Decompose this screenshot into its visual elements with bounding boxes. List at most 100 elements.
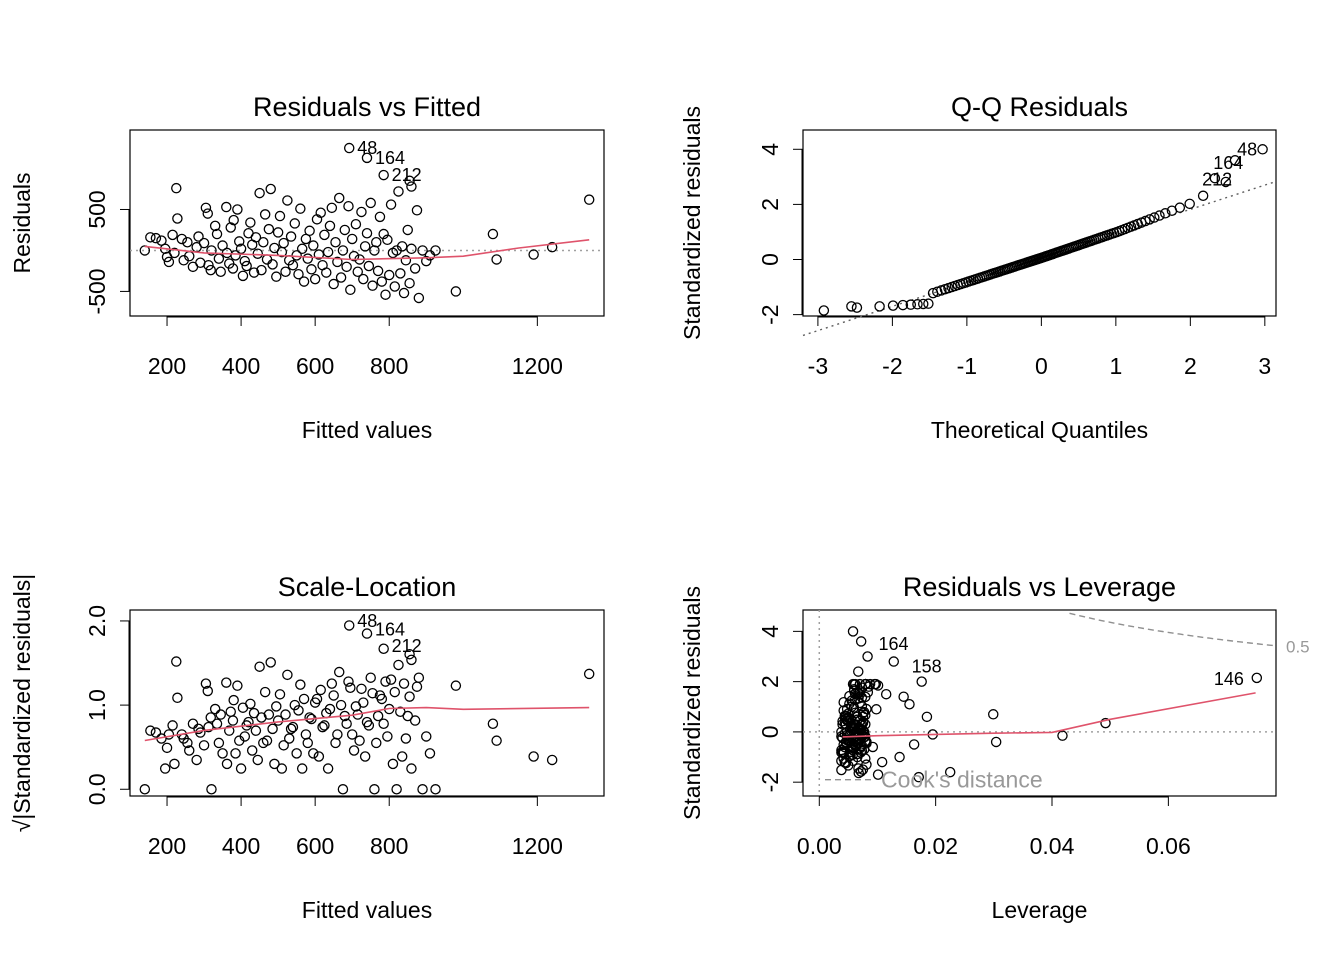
data-point <box>846 695 857 706</box>
data-point <box>450 680 462 691</box>
data-point <box>411 681 423 692</box>
data-point <box>846 301 857 312</box>
panel-4: Residuals vs Leverage Leverage Standardize… <box>679 572 1310 923</box>
data-point <box>396 241 408 252</box>
data-point <box>300 729 312 740</box>
data-point <box>871 704 882 715</box>
y-tick-label: 1.0 <box>84 689 110 721</box>
data-point <box>372 265 384 277</box>
data-point <box>321 267 332 278</box>
data-point <box>243 716 254 728</box>
x-tick-label: 400 <box>222 353 260 379</box>
panel-title: Residuals vs Leverage <box>903 572 1176 602</box>
data-point <box>818 305 830 316</box>
data-point <box>1149 212 1160 223</box>
data-point <box>343 676 354 687</box>
data-point <box>402 224 413 236</box>
data-point <box>252 248 264 259</box>
panel-title: Scale-Location <box>278 572 457 602</box>
data-point <box>856 745 868 757</box>
data-point <box>383 269 395 281</box>
point-label: 164 <box>375 619 405 639</box>
data-point <box>404 648 415 660</box>
data-point <box>304 712 315 723</box>
data-point <box>838 696 849 708</box>
data-point <box>315 207 326 219</box>
point-label: 212 <box>392 636 422 656</box>
x-axis-label: Fitted values <box>302 417 432 443</box>
data-point <box>332 256 343 268</box>
data-point <box>211 228 223 240</box>
data-point <box>371 737 382 749</box>
data-point <box>367 280 378 291</box>
data-point <box>280 266 291 278</box>
panel-1: Residuals vs Fitted Fitted values Residual… <box>9 92 605 443</box>
data-point <box>1257 144 1268 155</box>
data-point <box>372 710 384 722</box>
data-point <box>917 298 929 310</box>
data-point <box>398 287 410 299</box>
point-label: 146 <box>1214 669 1244 689</box>
data-point <box>491 254 502 265</box>
data-point <box>233 236 245 247</box>
data-point <box>278 740 289 751</box>
data-point <box>424 748 436 759</box>
point-label: 158 <box>912 657 942 677</box>
data-point <box>546 241 558 253</box>
data-point <box>430 245 441 256</box>
x-tick-label: 200 <box>148 833 186 859</box>
data-point <box>211 718 223 729</box>
data-point <box>263 223 275 235</box>
data-point <box>308 748 319 759</box>
data-point <box>990 736 1002 748</box>
data-point <box>265 183 276 195</box>
data-point <box>252 754 264 766</box>
cooks-distance-contour <box>1069 612 1274 647</box>
data-point <box>256 264 267 276</box>
data-point <box>361 227 373 239</box>
data-point <box>450 286 462 297</box>
y-tick-label: 4 <box>757 625 783 638</box>
data-point <box>322 246 334 258</box>
data-point <box>487 228 499 240</box>
data-point <box>853 666 864 677</box>
data-point <box>332 729 343 740</box>
data-point <box>874 301 885 312</box>
data-point <box>389 281 401 292</box>
data-point <box>376 276 388 287</box>
data-point <box>855 766 867 777</box>
x-tick-label: 1 <box>1109 353 1122 379</box>
data-point <box>205 264 216 276</box>
x-tick-label: 0 <box>1035 353 1048 379</box>
data-point <box>276 763 288 774</box>
data-point <box>854 689 865 700</box>
data-point <box>905 299 917 310</box>
data-point <box>337 245 349 256</box>
data-point <box>172 213 183 224</box>
data-point <box>232 680 243 691</box>
point-label: 48 <box>357 138 377 158</box>
data-point <box>241 260 252 272</box>
panel-title: Residuals vs Fitted <box>253 92 481 122</box>
data-point <box>404 691 415 702</box>
data-point <box>326 202 338 214</box>
data-point <box>274 689 286 700</box>
data-point <box>298 276 310 287</box>
data-point <box>430 784 441 795</box>
data-point <box>193 231 204 242</box>
data-point <box>311 693 323 705</box>
data-point <box>393 186 404 197</box>
data-point <box>335 699 347 711</box>
data-point <box>387 758 399 770</box>
data-point <box>221 677 232 688</box>
data-point <box>359 751 371 762</box>
panel-title: Q-Q Residuals <box>951 92 1128 122</box>
data-point <box>287 721 299 733</box>
data-point <box>398 678 410 689</box>
data-point <box>171 656 182 667</box>
data-point <box>371 237 382 248</box>
data-point <box>163 729 175 740</box>
y-tick-label: 4 <box>757 143 783 156</box>
data-point <box>250 232 262 243</box>
